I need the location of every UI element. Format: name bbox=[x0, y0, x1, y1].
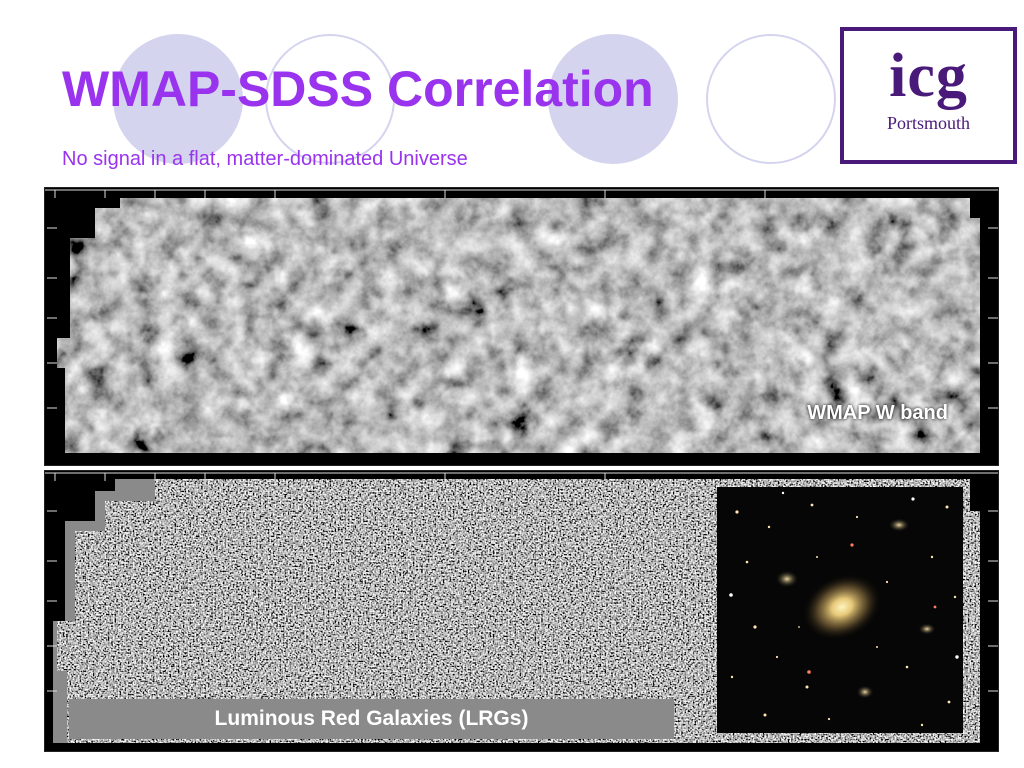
wmap-band-label: WMAP W band bbox=[807, 402, 948, 424]
slide-title: WMAP-SDSS Correlation bbox=[62, 61, 654, 117]
logo-wordmark: icg bbox=[889, 42, 968, 110]
lrg-label-bar: Luminous Red Galaxies (LRGs) bbox=[69, 699, 674, 739]
axis-ticks-lrg bbox=[45, 472, 998, 692]
galaxy-inset-image bbox=[717, 487, 963, 733]
logo-subtext: Portsmouth bbox=[886, 113, 970, 133]
wmap-map-panel: WMAP W band bbox=[44, 187, 999, 466]
slide-subtitle: No signal in a flat, matter-dominated Un… bbox=[62, 148, 468, 170]
decor-circle-4 bbox=[706, 34, 836, 164]
lrg-label: Luminous Red Galaxies (LRGs) bbox=[214, 707, 529, 730]
lrg-map-panel: Luminous Red Galaxies (LRGs) bbox=[44, 470, 999, 752]
wmap-map-image bbox=[45, 188, 998, 465]
decor-circle-1 bbox=[113, 34, 243, 164]
galaxy-photo bbox=[717, 487, 963, 733]
decor-circle-3 bbox=[548, 34, 678, 164]
decor-circle-2 bbox=[265, 34, 395, 164]
icg-portsmouth-logo: icg Portsmouth bbox=[840, 27, 1017, 164]
axis-ticks bbox=[45, 189, 998, 409]
